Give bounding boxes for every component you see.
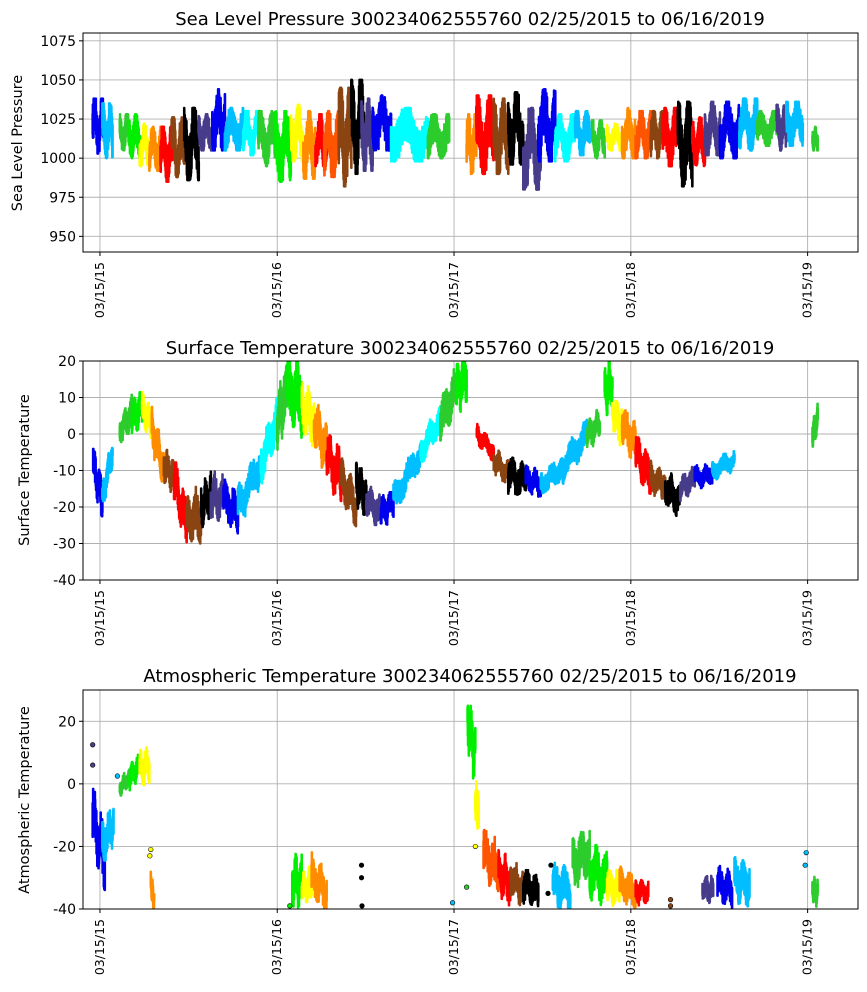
y-tick-label: 1000 [40, 151, 76, 167]
series-segment [506, 91, 525, 166]
series-segment [302, 109, 317, 180]
series-segment [101, 446, 114, 503]
series-segment [379, 490, 395, 526]
series-segment [703, 100, 722, 157]
series-segment [130, 390, 144, 435]
series-segment [91, 447, 104, 518]
y-tick-label: 1025 [40, 112, 76, 128]
series-segment [300, 381, 316, 448]
series-segment [475, 94, 496, 176]
series-segment [211, 88, 227, 152]
y-tick-label: 1075 [40, 34, 76, 50]
series-segment [275, 364, 289, 451]
series-segment [521, 106, 543, 191]
x-tick-label: 03/15/17 [446, 262, 461, 318]
y-tick-label: 1050 [40, 73, 76, 89]
series-segment [785, 100, 805, 147]
series-segment [339, 457, 358, 528]
series-segment [273, 109, 293, 183]
series-segment [392, 443, 422, 505]
series-segment [465, 113, 478, 176]
series-segment [811, 125, 820, 152]
y-axis-label: Surface Temperature [17, 394, 33, 546]
series-segment [236, 454, 263, 518]
series-segment [322, 109, 341, 179]
series-segment [371, 94, 393, 152]
series-segment [492, 97, 510, 176]
series-segment [223, 106, 245, 152]
series-segment [691, 116, 707, 168]
series-segment [605, 122, 624, 152]
chart-title: Sea Level Pressure 300234062555760 02/25… [175, 9, 765, 30]
series-segment [162, 448, 176, 494]
chart-title: Surface Temperature 300234062555760 02/2… [166, 338, 775, 359]
series-segment [222, 478, 240, 535]
series-segment [257, 109, 277, 168]
series-segment [661, 106, 680, 168]
y-tick-label: 975 [49, 190, 76, 206]
series-segment [492, 449, 510, 484]
series-segment [524, 464, 543, 498]
series-segment [573, 109, 591, 157]
x-tick-label: 03/15/18 [623, 262, 638, 318]
series-segment [360, 97, 374, 172]
series-segment [553, 113, 577, 163]
grid [83, 360, 858, 581]
series-segment [455, 361, 468, 413]
surface-temperature-panel: Surface Temperature 300234062555760 02/2… [17, 338, 859, 646]
series-segment [537, 88, 557, 163]
series-segment [649, 109, 665, 160]
series-segment [312, 403, 328, 469]
series-segment [475, 422, 496, 462]
series-segment [775, 103, 788, 152]
data-marks [91, 78, 820, 191]
series-segment [101, 102, 114, 160]
plot-frame [82, 32, 859, 253]
series-segment [506, 456, 528, 496]
series-segment [242, 109, 260, 157]
series-segment [182, 106, 201, 182]
series-segment [337, 86, 353, 188]
series-segment [172, 461, 188, 544]
series-segment [718, 100, 741, 160]
axis-ticks: 950 975 1000 1025 1050 1075 03/15/15 03/15/16 03… [40, 34, 814, 318]
sea-level-pressure-panel: Sea Level Pressure 300234062555760 02/25… [10, 9, 859, 318]
series-segment [539, 457, 564, 495]
data-marks [91, 361, 820, 545]
y-axis-label: Sea Level Pressure [10, 75, 26, 211]
series-segment [620, 106, 637, 160]
series-segment [426, 113, 451, 160]
series-segment [289, 103, 305, 163]
series-segment [118, 393, 134, 444]
x-tick-label: 03/15/15 [92, 262, 107, 318]
series-segment [738, 97, 759, 152]
series-segment [676, 100, 694, 188]
series-segment [209, 470, 225, 522]
series-segment [286, 361, 304, 439]
series-segment [755, 109, 778, 147]
series-segment [389, 106, 430, 163]
series-segment [365, 485, 383, 527]
x-tick-label: 03/15/19 [800, 262, 815, 318]
series-segment [197, 113, 214, 152]
series-segment [634, 109, 652, 160]
series-segment [590, 119, 606, 160]
series-segment [350, 78, 366, 176]
x-tick-label: 03/15/16 [269, 262, 284, 318]
series-segment [185, 485, 203, 545]
series-segment [199, 470, 213, 529]
series-segment [170, 116, 186, 179]
y-tick-label: 950 [49, 229, 76, 245]
series-segment [325, 434, 343, 503]
series-segment [140, 390, 154, 440]
